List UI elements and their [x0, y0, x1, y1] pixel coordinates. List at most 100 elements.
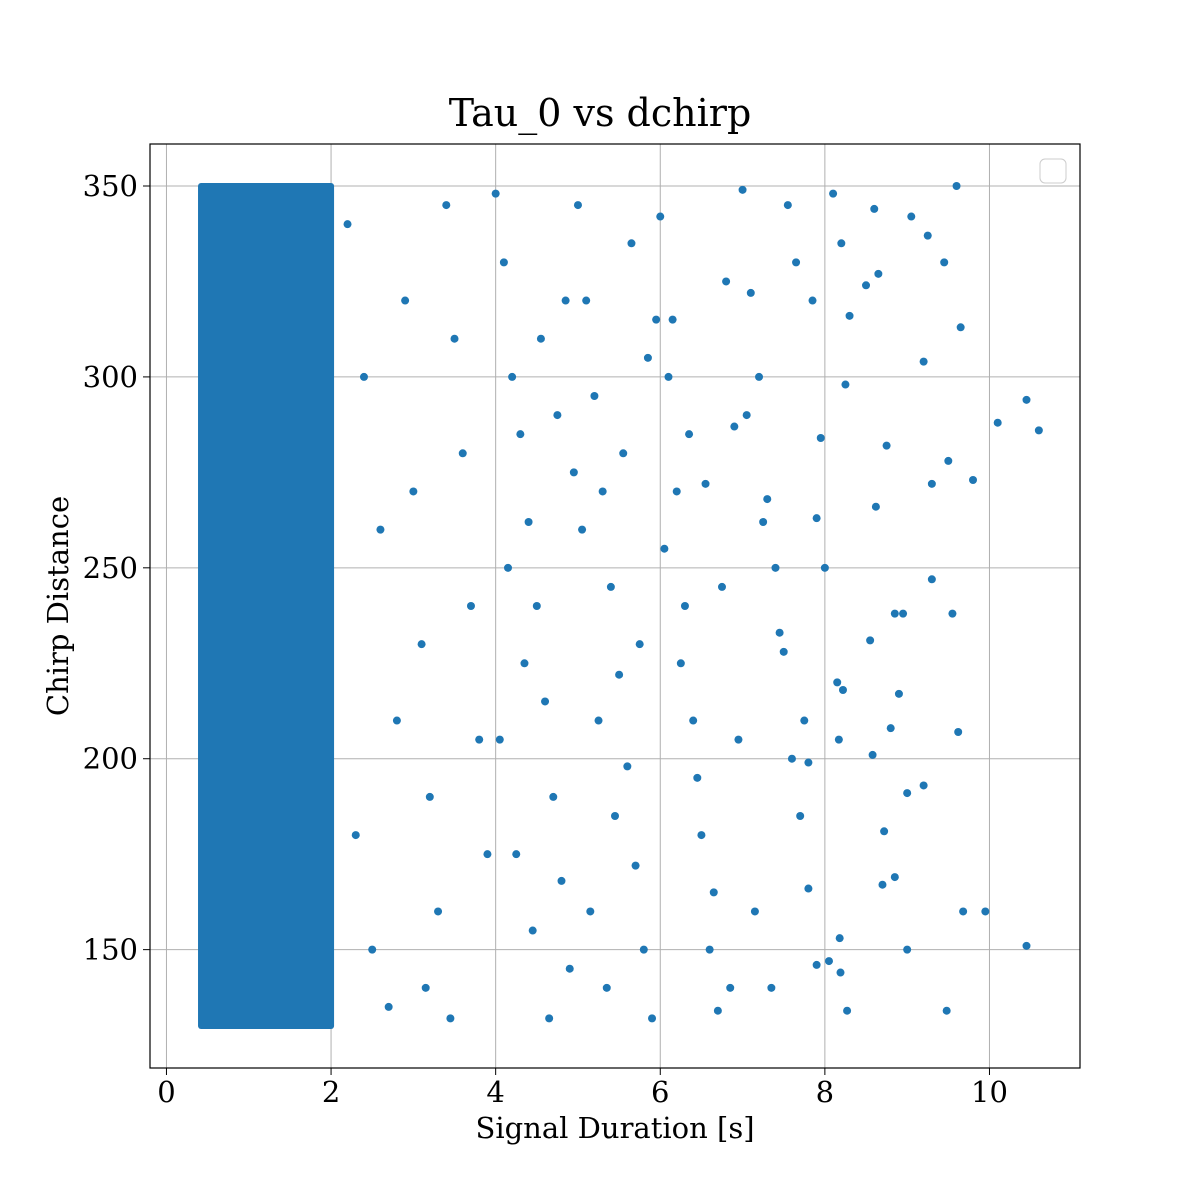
scatter-point: [890, 873, 899, 882]
scatter-point: [954, 728, 963, 736]
scatter-point: [512, 850, 521, 859]
scatter-point: [713, 1006, 722, 1015]
scatter-point: [919, 357, 928, 366]
scatter-point: [746, 288, 755, 297]
scatter-point: [738, 185, 747, 194]
scatter-point: [680, 602, 689, 610]
scatter-point: [886, 724, 895, 733]
dense-point-band: [198, 183, 335, 1029]
scatter-point: [750, 907, 759, 916]
scatter-point: [981, 907, 990, 916]
scatter-point: [1022, 395, 1031, 404]
scatter-point: [545, 1014, 554, 1023]
scatter-point: [866, 636, 875, 645]
y-tick-label: 350: [83, 169, 138, 203]
scatter-point: [701, 479, 710, 488]
scatter-point: [944, 456, 953, 465]
scatter-point: [899, 609, 908, 618]
scatter-point: [586, 907, 595, 916]
scatter-point: [838, 686, 847, 694]
data-points: [343, 182, 1043, 1023]
scatter-point: [541, 697, 550, 706]
x-axis-label: Signal Duration [s]: [475, 1111, 754, 1145]
scatter-point: [623, 762, 632, 771]
x-tick-label: 8: [816, 1075, 834, 1109]
scatter-point: [409, 487, 418, 496]
scatter-point: [722, 277, 731, 286]
scatter-point: [759, 518, 768, 526]
scatter-point: [796, 812, 805, 820]
scatter-point: [903, 945, 912, 954]
scatter-point: [862, 281, 871, 290]
scatter-point: [351, 831, 360, 840]
scatter-point: [845, 311, 854, 320]
x-tick-label: 0: [157, 1075, 175, 1109]
scatter-point: [557, 876, 566, 885]
y-tick-label: 250: [83, 551, 138, 585]
scatter-point: [871, 502, 880, 511]
dense-region: [198, 183, 335, 1029]
x-tick-label: 10: [971, 1075, 1008, 1109]
scatter-point: [676, 659, 685, 668]
scatter-point: [549, 792, 558, 801]
scatter-point: [483, 850, 492, 859]
scatter-point: [376, 525, 385, 534]
scatter-point: [907, 212, 916, 221]
scatter-point: [923, 231, 932, 240]
scatter-point: [836, 968, 845, 977]
scatter-point: [499, 258, 508, 267]
scatter-point: [771, 563, 780, 572]
scatter-point: [660, 544, 669, 553]
scatter-point: [969, 476, 978, 484]
scatter-point: [820, 563, 829, 572]
scatter-point: [808, 296, 817, 305]
scatter-point: [800, 716, 809, 725]
scatter-point: [693, 773, 702, 782]
plot-frame: [149, 143, 1081, 1069]
scatter-point: [717, 582, 726, 591]
scatter-point: [882, 441, 891, 450]
scatter-point: [359, 372, 368, 381]
scatter-point: [528, 926, 537, 935]
scatter-point: [578, 525, 587, 534]
scatter-point: [573, 201, 582, 210]
scatter-point: [870, 204, 879, 213]
scatter-point: [834, 735, 843, 744]
scatter-point: [553, 411, 562, 420]
scatter-point: [532, 602, 541, 610]
scatter-point: [894, 689, 903, 698]
scatter-point: [878, 880, 887, 889]
scatter-point: [495, 735, 504, 744]
scatter-point: [643, 353, 652, 362]
scatter-point: [783, 201, 792, 210]
scatter-point: [685, 430, 694, 439]
scatter-point: [804, 884, 813, 893]
scatter-point: [668, 315, 677, 324]
scatter-point: [384, 1002, 393, 1011]
scatter-point: [458, 449, 467, 458]
scatter-point: [763, 495, 772, 504]
scatter-point: [590, 392, 599, 400]
scatter-point: [755, 372, 764, 381]
scatter-point: [948, 609, 957, 618]
scatter-point: [833, 678, 842, 687]
y-axis-ticks: 150 200 250 300 350: [83, 169, 150, 967]
scatter-point: [524, 518, 533, 526]
scatter-point: [829, 189, 838, 198]
scatter-point: [804, 758, 813, 767]
scatter-point: [611, 812, 619, 820]
scatter-point: [401, 296, 410, 305]
scatter-point: [726, 983, 735, 992]
scatter-point: [959, 907, 968, 916]
scatter-point: [656, 212, 665, 221]
scatter-point: [475, 735, 484, 744]
scatter-point: [812, 960, 821, 969]
scatter-point: [705, 945, 714, 954]
scatter-point: [582, 296, 591, 305]
scatter-point: [812, 514, 821, 523]
scatter-point: [734, 735, 743, 744]
scatter-point: [835, 934, 844, 943]
scatter-point: [874, 269, 883, 278]
scatter-point: [450, 334, 459, 343]
scatter-point: [343, 220, 352, 229]
